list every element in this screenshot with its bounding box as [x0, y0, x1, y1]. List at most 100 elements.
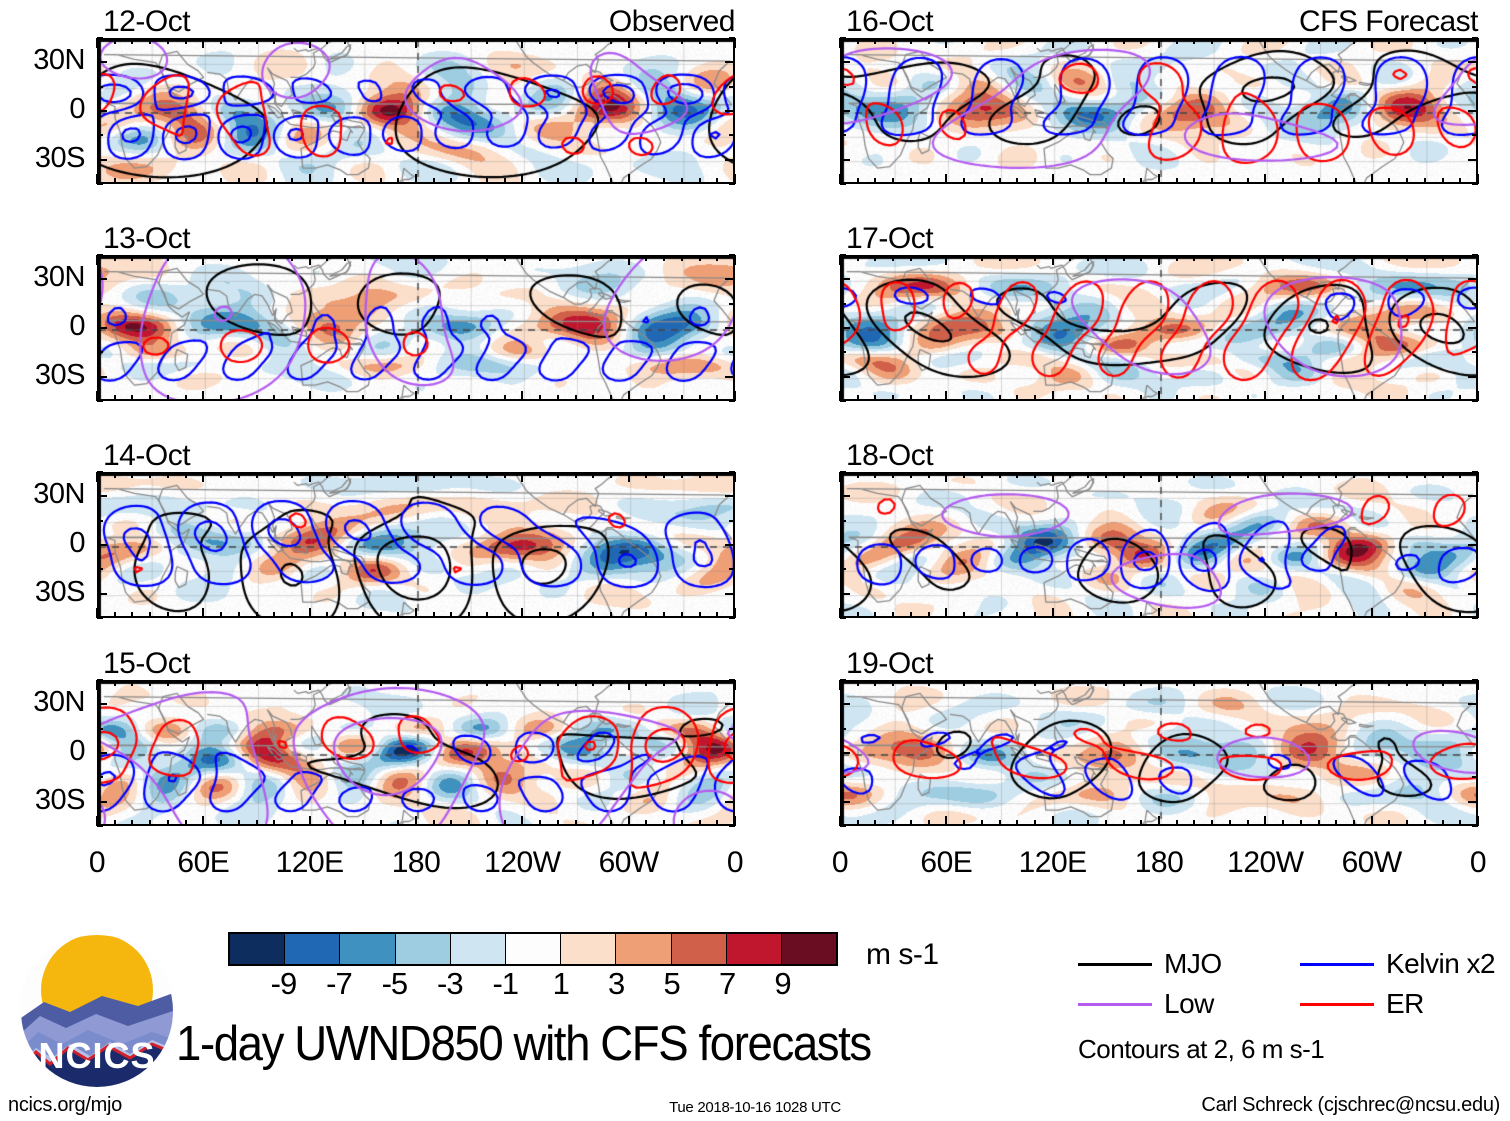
x-tick	[450, 472, 453, 478]
x-tick	[1477, 680, 1479, 690]
x-tick	[503, 612, 506, 618]
x-tick	[1459, 472, 1462, 478]
x-tick	[1335, 255, 1338, 261]
y-tick	[1472, 400, 1478, 402]
y-tick	[725, 158, 735, 161]
x-tick	[927, 472, 930, 478]
x-tick	[1158, 174, 1160, 184]
column-header-cfs-forecast: CFS Forecast	[1298, 5, 1479, 38]
x-tick	[1406, 680, 1409, 686]
x-tick	[698, 820, 701, 826]
y-tick	[840, 85, 846, 88]
x-tick	[1299, 178, 1302, 184]
x-tick	[1246, 612, 1249, 618]
x-tick	[202, 472, 205, 482]
y-tick	[840, 776, 846, 779]
x-tick	[415, 816, 417, 826]
x-tick	[450, 38, 453, 44]
x-tick	[698, 680, 701, 686]
colorbar: -9 -7 -5 -3 -1 1 3 5 7 9	[228, 932, 838, 1004]
x-tick	[131, 38, 134, 44]
x-tick	[184, 178, 187, 184]
x-tick	[839, 38, 841, 48]
y-tick	[1468, 278, 1478, 281]
x-tick	[326, 612, 329, 618]
x-tick	[1122, 178, 1125, 184]
x-tick	[539, 178, 542, 184]
x-tick	[326, 38, 329, 44]
y-tick	[97, 568, 103, 571]
x-tick	[1016, 820, 1019, 826]
legend-line-low	[1078, 1002, 1152, 1006]
x-tick	[1175, 178, 1178, 184]
y-tick	[840, 679, 846, 681]
x-tick	[255, 820, 258, 826]
y-tick	[1472, 776, 1478, 779]
x-tick	[909, 395, 912, 401]
x-tick	[1175, 472, 1178, 478]
x-tick	[432, 612, 435, 618]
x-tick	[290, 178, 293, 184]
x-tick	[1104, 178, 1107, 184]
x-tick	[1352, 612, 1355, 618]
x-tick	[361, 612, 364, 618]
x-tick	[1051, 680, 1054, 690]
y-tick	[729, 471, 735, 473]
footer-left[interactable]: ncics.org/mjo	[8, 1094, 122, 1116]
x-tick	[96, 680, 98, 690]
x-tick	[432, 820, 435, 826]
x-tick	[1104, 612, 1107, 618]
x-tick	[468, 820, 471, 826]
x-tick	[680, 38, 683, 44]
x-tick	[273, 395, 276, 401]
x-tick	[874, 612, 877, 618]
x-tick	[645, 820, 648, 826]
x-tick	[326, 680, 329, 686]
x-tick	[1246, 472, 1249, 478]
x-tick	[1211, 612, 1214, 618]
x-tick	[680, 680, 683, 686]
x-tick	[609, 820, 612, 826]
y-tick	[840, 592, 850, 595]
x-tick	[273, 472, 276, 478]
x-tick	[361, 472, 364, 478]
x-tick	[1016, 38, 1019, 44]
colorbar-swatch-3	[395, 934, 451, 964]
map-panel-19-oct	[840, 680, 1478, 826]
x-tick	[927, 820, 930, 826]
x-tick	[1477, 174, 1479, 184]
x-tick	[1299, 472, 1302, 478]
map-panel-18-oct	[840, 472, 1478, 618]
x-tick	[1477, 472, 1479, 482]
x-tick	[963, 472, 966, 478]
y-tick	[840, 727, 846, 730]
x-tick	[963, 680, 966, 686]
x-tick	[839, 472, 841, 482]
x-tick	[1069, 820, 1072, 826]
x-tick	[503, 472, 506, 478]
x-tick	[1370, 391, 1373, 401]
x-tick	[945, 816, 948, 826]
x-tick	[344, 680, 347, 686]
x-tick	[1140, 255, 1143, 261]
x-tick	[663, 255, 666, 261]
x-tick	[113, 395, 116, 401]
y-tick	[97, 825, 103, 827]
x-tick	[1441, 820, 1444, 826]
x-tick	[1104, 38, 1107, 44]
y-tick	[97, 592, 107, 595]
x-tick	[1193, 820, 1196, 826]
x-tick	[1051, 391, 1054, 401]
x-tick	[1033, 472, 1036, 478]
x-tick	[1423, 38, 1426, 44]
y-tick	[729, 134, 735, 137]
y-tick-label: 30N	[33, 44, 85, 77]
x-tick	[592, 472, 595, 478]
x-tick	[1087, 178, 1090, 184]
y-tick	[725, 752, 735, 754]
y-tick	[729, 825, 735, 827]
x-tick	[963, 38, 966, 44]
x-tick	[468, 612, 471, 618]
x-tick	[539, 472, 542, 478]
x-tick	[874, 255, 877, 261]
